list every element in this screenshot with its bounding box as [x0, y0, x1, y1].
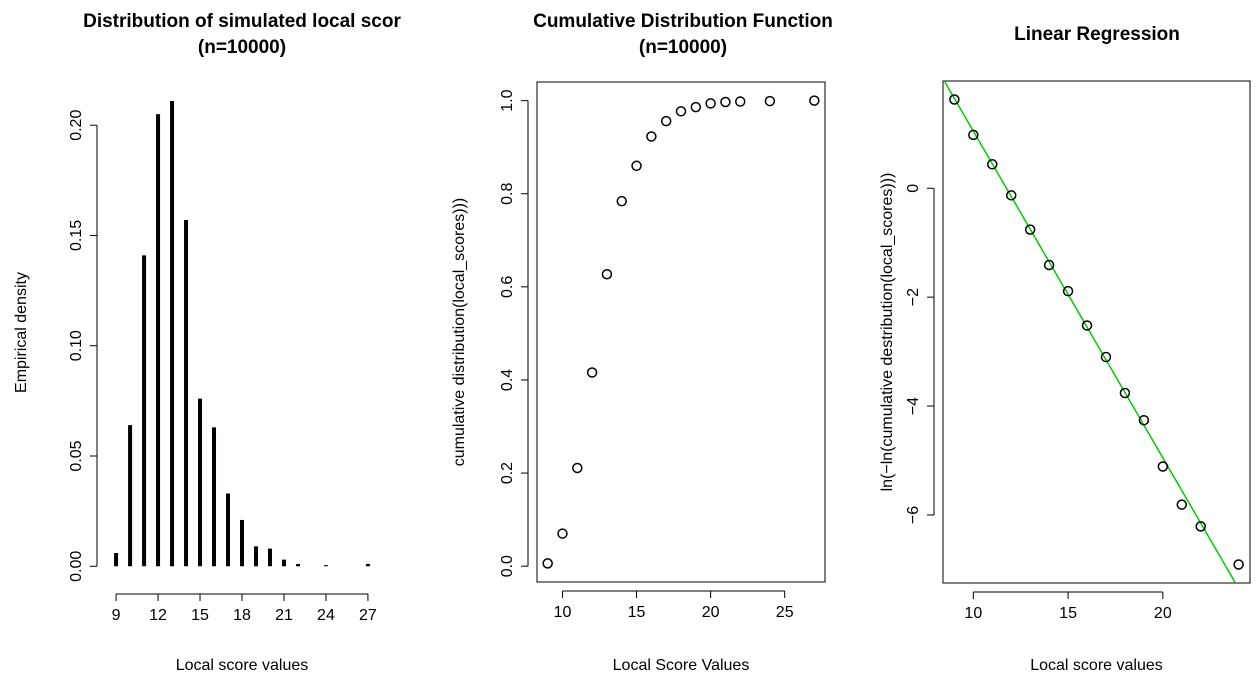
point: [1024, 224, 1036, 235]
point: [1138, 414, 1150, 426]
y-tick-label: 0.8: [499, 183, 516, 205]
x-tick-label: 20: [702, 604, 720, 621]
y-tick-label: −6: [905, 506, 922, 524]
chart-subtitle: (n=10000): [639, 37, 727, 58]
point: [764, 95, 776, 107]
y-tick-label: 0.4: [499, 369, 516, 391]
point: [690, 101, 702, 113]
point: [705, 98, 716, 109]
point: [735, 96, 746, 107]
point: [809, 95, 820, 106]
x-tick-label: 15: [1059, 605, 1077, 622]
x-tick-label: 12: [149, 607, 167, 624]
chart-title: Distribution of simulated local scor: [83, 11, 401, 32]
x-tick-label: 15: [191, 607, 209, 624]
x-tick-label: 20: [1154, 605, 1172, 622]
y-tick-label: 0.0: [499, 555, 516, 577]
point: [949, 94, 960, 105]
point: [631, 160, 642, 172]
point: [586, 367, 598, 378]
y-tick-label: −2: [905, 288, 922, 306]
panel: Linear Regression Local score values ln(−l…: [879, 24, 1251, 674]
plot-frame: [536, 81, 826, 583]
point: [1062, 285, 1074, 297]
x-tick-label: 24: [317, 607, 335, 624]
point: [1176, 499, 1188, 510]
x-axis-label: Local Score Values: [613, 657, 750, 674]
point: [616, 195, 627, 207]
y-tick-label: 0.6: [499, 276, 516, 298]
point: [572, 462, 583, 474]
y-tick-label: 0.05: [68, 440, 85, 471]
y-tick-label: 0.00: [68, 551, 85, 582]
x-tick-label: 18: [233, 607, 251, 624]
x-tick-label: 10: [964, 605, 982, 622]
x-tick-label: 21: [275, 607, 293, 624]
y-axis-label: Empirical density: [13, 272, 30, 393]
point: [1233, 559, 1244, 570]
point: [542, 558, 553, 569]
panel: Distribution of simulated local scor (n=1…: [13, 11, 401, 674]
point: [1081, 320, 1093, 331]
chart-subtitle: (n=10000): [198, 37, 286, 58]
plot-frame: [942, 80, 1251, 584]
point: [1100, 351, 1112, 363]
point: [987, 159, 998, 170]
point: [601, 269, 613, 280]
x-tick-label: 15: [628, 604, 646, 621]
point: [660, 115, 672, 127]
point: [1119, 387, 1131, 399]
y-tick-label: 1.0: [499, 89, 516, 111]
point: [1043, 259, 1055, 271]
y-tick-label: 0.15: [68, 220, 85, 251]
y-axis-label: ln(−ln(cumulative destribution(local_sco…: [879, 173, 896, 492]
y-tick-label: 0: [905, 184, 922, 193]
point: [968, 129, 979, 141]
chart-title: Cumulative Distribution Function: [533, 11, 833, 32]
y-tick-label: 0.10: [68, 330, 85, 361]
regression-line: [943, 81, 1237, 583]
point: [557, 528, 568, 539]
y-tick-label: −4: [905, 397, 922, 415]
chart-title: Linear Regression: [1014, 24, 1180, 45]
x-tick-label: 25: [776, 604, 794, 621]
panel: Cumulative Distribution Function (n=10000…: [451, 11, 833, 674]
point: [1005, 190, 1017, 201]
y-tick-label: 0.2: [499, 462, 516, 484]
y-tick-label: 0.20: [68, 110, 85, 141]
x-tick-label: 10: [554, 604, 572, 621]
x-axis-label: Local score values: [1030, 657, 1163, 674]
x-tick-label: 9: [112, 607, 121, 624]
point: [1195, 521, 1206, 532]
point: [1157, 461, 1169, 472]
y-axis-label: cumulative distribution(local_scores))): [451, 198, 468, 467]
x-axis-label: Local score values: [176, 657, 309, 674]
point: [720, 96, 731, 108]
x-tick-label: 27: [359, 607, 377, 624]
point: [646, 131, 657, 142]
point: [675, 106, 687, 117]
